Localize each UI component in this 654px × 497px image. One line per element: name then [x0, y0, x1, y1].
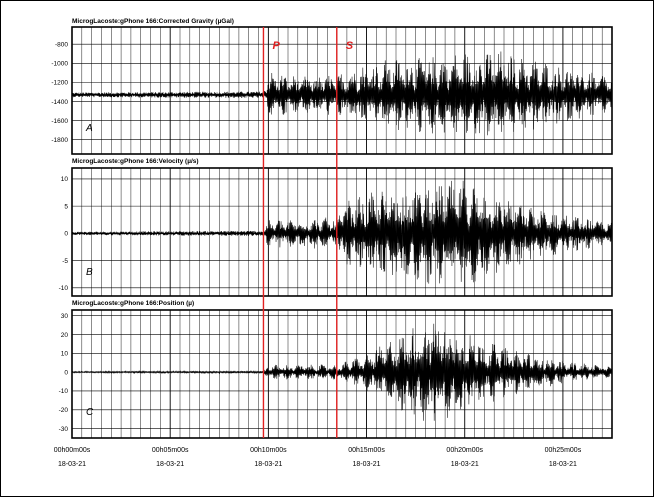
- y-tick-label: -1600: [51, 118, 68, 125]
- y-tick-label: 30: [61, 313, 69, 320]
- x-tick-date-label: 18-03-21: [156, 461, 184, 468]
- y-tick-label: -30: [59, 426, 69, 433]
- waveform-series: [71, 51, 613, 136]
- y-tick-label: 5: [64, 203, 68, 210]
- y-tick-label: -1200: [51, 80, 68, 87]
- phase-marker-label: S: [346, 40, 354, 52]
- panel-frame: [71, 309, 613, 439]
- panel-a-plot: -800 -1000 -1200 -1400 -1600 -1800: [51, 26, 613, 155]
- y-tick-label: -10: [59, 285, 69, 292]
- y-tick-label: -1800: [51, 137, 68, 144]
- panel-c-letter: C: [86, 407, 94, 418]
- y-tick-label: 10: [61, 351, 69, 358]
- panel-b-title: MicrogLacoste:gPhone 166:Velocity (µ/s): [72, 158, 199, 165]
- x-tick-time-label: 00h00m00s: [54, 447, 91, 454]
- y-tick-label: -800: [55, 41, 68, 48]
- panel-a-letter: A: [85, 123, 93, 134]
- panel-b-plot: 10 5 0 -5 -10: [59, 167, 613, 297]
- y-tick-label: -1000: [51, 61, 68, 68]
- waveform-series: [71, 180, 613, 284]
- panel-a-title: MicrogLacoste:gPhone 166:Corrected Gravi…: [72, 18, 234, 25]
- y-tick-label: -20: [59, 407, 69, 414]
- y-tick-label: -5: [62, 258, 68, 265]
- x-tick-time-label: 00h05m00s: [152, 447, 189, 454]
- panel-c-title: MicrogLacoste:gPhone 166:Position (µ): [72, 300, 194, 307]
- waveform-series: [71, 323, 613, 421]
- phase-marker-label: P: [272, 40, 280, 52]
- x-tick-date-label: 18-03-21: [254, 461, 282, 468]
- x-tick-date-label: 18-03-21: [549, 461, 577, 468]
- y-tick-label: 20: [61, 332, 69, 339]
- panel-b-letter: B: [86, 267, 93, 278]
- y-tick-label: -10: [59, 388, 69, 395]
- y-tick-label: 0: [64, 369, 68, 376]
- y-tick-label: 10: [61, 176, 69, 183]
- x-tick-time-label: 00h25m00s: [545, 447, 582, 454]
- y-tick-label: 0: [64, 231, 68, 238]
- x-tick-time-label: 00h15m00s: [348, 447, 385, 454]
- y-tick-label: -1400: [51, 99, 68, 106]
- x-tick-time-label: 00h10m00s: [250, 447, 287, 454]
- x-tick-date-label: 18-03-21: [451, 461, 479, 468]
- x-axis-tick-labels: 00h00m00s 18-03-21 00h05m00s 18-03-21 00h10m…: [54, 447, 582, 468]
- panel-c-plot: 30 20 10 0 -10 -20 -30: [59, 309, 613, 439]
- x-tick-date-label: 18-03-21: [353, 461, 381, 468]
- x-tick-time-label: 00h20m00s: [446, 447, 483, 454]
- x-tick-date-label: 18-03-21: [58, 461, 86, 468]
